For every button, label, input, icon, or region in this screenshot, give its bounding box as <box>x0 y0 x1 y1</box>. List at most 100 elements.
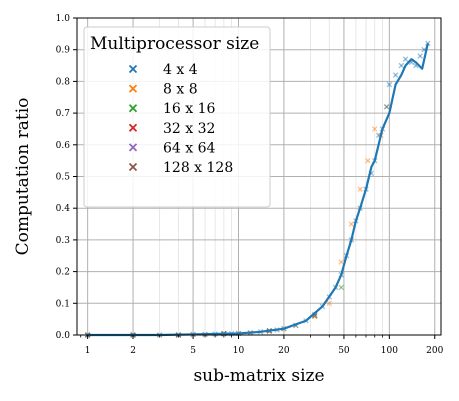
marker-stroke <box>392 72 399 78</box>
x-axis-label: sub-matrix size <box>193 366 324 386</box>
x-tick-label: 5 <box>190 346 196 356</box>
data-point <box>357 186 363 192</box>
marker-stroke <box>338 259 345 265</box>
legend-label: 32 x 32 <box>163 121 215 137</box>
series-16x16 <box>84 284 345 338</box>
data-point <box>425 40 431 47</box>
legend-marker <box>128 123 138 132</box>
y-tick-label: 0.6 <box>56 141 71 151</box>
marker-stroke <box>365 157 371 164</box>
y-tick-label: 0.4 <box>56 204 71 214</box>
data-point <box>402 56 409 63</box>
marker-stroke <box>417 53 423 59</box>
marker-stroke <box>311 313 318 319</box>
ticks: 1 2 5 10 20 50 100 200 0.0 0.1 0.2 0.3 0.4 0.5 0.6 0.7 0… <box>56 14 444 356</box>
data-point <box>383 103 390 110</box>
data-point <box>371 126 378 132</box>
y-tick-label: 0.9 <box>56 46 71 56</box>
marker-stroke <box>386 81 393 88</box>
marker-stroke <box>402 56 409 63</box>
y-axis-label: Computation ratio <box>13 98 33 256</box>
data-point <box>386 81 393 88</box>
data-point <box>338 284 345 291</box>
data-point <box>417 53 423 59</box>
marker-stroke <box>413 62 419 69</box>
trend-line <box>87 43 429 337</box>
legend-title: Multiprocessor size <box>90 34 259 54</box>
data-point <box>338 259 345 265</box>
marker-stroke <box>311 313 318 319</box>
legend-marker <box>128 84 138 93</box>
marker-stroke <box>128 104 138 113</box>
marker-stroke <box>326 300 333 307</box>
data-point <box>326 300 333 307</box>
y-tick-label: 0.0 <box>56 331 71 341</box>
marker-stroke <box>383 103 390 110</box>
legend-label: 8 x 8 <box>163 82 198 98</box>
legend-entries: 4 x 4 8 x 8 16 x 16 32 x 32 64 x 64 128 x 128 <box>128 62 233 176</box>
data-point <box>348 221 355 227</box>
marker-stroke <box>417 53 423 59</box>
marker-stroke <box>425 40 431 47</box>
legend-entry: 32 x 32 <box>128 121 215 137</box>
legend-entry: 64 x 64 <box>128 140 216 156</box>
data-point <box>383 103 390 110</box>
legend: Multiprocessor size 4 x 4 8 x 8 16 x 16 32 … <box>83 26 271 208</box>
marker-stroke <box>386 81 393 88</box>
x-tick-label: 50 <box>338 346 350 356</box>
marker-stroke <box>326 300 333 307</box>
legend-entry: 128 x 128 <box>128 160 233 176</box>
marker-stroke <box>128 162 138 172</box>
data-point <box>398 62 405 69</box>
y-tick-label: 0.7 <box>56 109 71 119</box>
marker-stroke <box>398 62 405 69</box>
y-tick-label: 0.1 <box>56 299 70 309</box>
marker-stroke <box>311 313 318 319</box>
marker-stroke <box>348 221 355 227</box>
legend-entry: 4 x 4 <box>128 62 198 78</box>
marker-stroke <box>357 186 363 192</box>
marker-stroke <box>425 40 431 47</box>
legend-label: 64 x 64 <box>163 140 216 156</box>
legend-marker <box>128 162 138 172</box>
legend-marker <box>128 64 138 74</box>
x-tick-label: 1 <box>85 346 91 356</box>
marker-stroke <box>128 64 138 74</box>
y-tick-label: 1.0 <box>56 14 71 24</box>
marker-stroke <box>383 103 390 110</box>
marker-stroke <box>128 123 138 132</box>
marker-stroke <box>338 284 345 291</box>
marker-stroke <box>348 221 355 227</box>
legend-label: 16 x 16 <box>163 101 216 117</box>
marker-stroke <box>392 72 399 78</box>
marker-stroke <box>365 157 371 164</box>
marker-stroke <box>338 284 345 291</box>
x-tick-label: 200 <box>426 346 443 356</box>
y-tick-label: 0.5 <box>56 173 71 183</box>
marker-stroke <box>357 186 363 192</box>
marker-stroke <box>383 103 390 110</box>
legend-marker <box>128 104 138 113</box>
y-tick-label: 0.8 <box>56 77 71 87</box>
legend-entry: 8 x 8 <box>128 82 198 98</box>
marker-stroke <box>398 62 405 69</box>
data-point <box>392 72 399 78</box>
marker-stroke <box>383 103 390 110</box>
marker-stroke <box>402 56 409 63</box>
marker-stroke <box>371 126 378 132</box>
x-tick-label: 20 <box>278 346 290 356</box>
x-tick-label: 2 <box>130 346 136 356</box>
x-tick-label: 100 <box>381 346 398 356</box>
marker-stroke <box>421 46 427 53</box>
marker-stroke <box>371 126 378 132</box>
marker-stroke <box>128 143 138 152</box>
y-tick-label: 0.3 <box>56 236 71 246</box>
data-point <box>365 157 371 164</box>
legend-entry: 16 x 16 <box>128 101 216 117</box>
legend-marker <box>128 143 138 152</box>
legend-label: 4 x 4 <box>163 62 198 78</box>
marker-stroke <box>311 313 318 319</box>
marker-stroke <box>311 313 318 319</box>
legend-label: 128 x 128 <box>163 160 233 176</box>
